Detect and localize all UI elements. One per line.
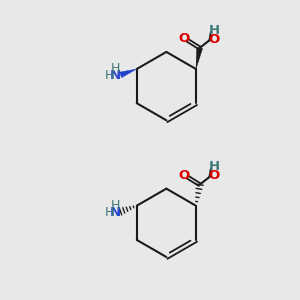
Text: N: N <box>110 206 122 219</box>
Text: H: H <box>111 62 121 76</box>
Text: N: N <box>110 69 122 82</box>
Text: H: H <box>209 24 220 37</box>
Polygon shape <box>196 47 202 69</box>
Text: O: O <box>178 169 189 182</box>
Text: H: H <box>105 69 114 82</box>
Text: H: H <box>105 206 114 219</box>
Text: O: O <box>178 32 189 45</box>
Polygon shape <box>119 69 137 78</box>
Text: H: H <box>111 199 121 212</box>
Text: H: H <box>209 160 220 173</box>
Text: O: O <box>208 33 219 46</box>
Text: O: O <box>208 169 219 182</box>
